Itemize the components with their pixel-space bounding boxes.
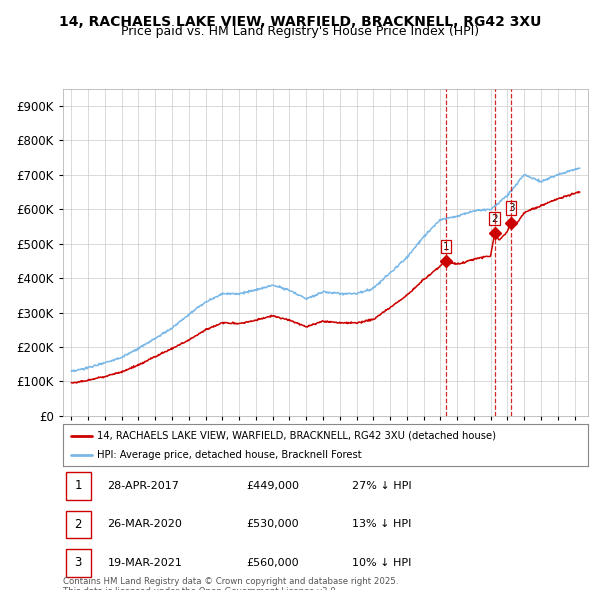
FancyBboxPatch shape (65, 473, 91, 500)
Text: HPI: Average price, detached house, Bracknell Forest: HPI: Average price, detached house, Brac… (97, 451, 362, 460)
Text: 2: 2 (74, 517, 82, 531)
Text: Contains HM Land Registry data © Crown copyright and database right 2025.
This d: Contains HM Land Registry data © Crown c… (63, 577, 398, 590)
Text: Price paid vs. HM Land Registry's House Price Index (HPI): Price paid vs. HM Land Registry's House … (121, 25, 479, 38)
Text: 27% ↓ HPI: 27% ↓ HPI (352, 481, 412, 491)
FancyBboxPatch shape (65, 511, 91, 538)
Text: 2: 2 (491, 214, 498, 224)
Text: 26-MAR-2020: 26-MAR-2020 (107, 519, 182, 529)
Text: 10% ↓ HPI: 10% ↓ HPI (352, 558, 411, 568)
Text: 14, RACHAELS LAKE VIEW, WARFIELD, BRACKNELL, RG42 3XU: 14, RACHAELS LAKE VIEW, WARFIELD, BRACKN… (59, 15, 541, 29)
Text: 19-MAR-2021: 19-MAR-2021 (107, 558, 182, 568)
Text: 3: 3 (74, 556, 82, 569)
Text: £449,000: £449,000 (247, 481, 300, 491)
Text: £560,000: £560,000 (247, 558, 299, 568)
Text: 1: 1 (74, 479, 82, 493)
Text: 14, RACHAELS LAKE VIEW, WARFIELD, BRACKNELL, RG42 3XU (detached house): 14, RACHAELS LAKE VIEW, WARFIELD, BRACKN… (97, 431, 496, 441)
Text: 28-APR-2017: 28-APR-2017 (107, 481, 179, 491)
Text: 13% ↓ HPI: 13% ↓ HPI (352, 519, 411, 529)
Text: 1: 1 (442, 241, 449, 251)
Text: £530,000: £530,000 (247, 519, 299, 529)
FancyBboxPatch shape (65, 549, 91, 576)
Text: 3: 3 (508, 204, 514, 213)
